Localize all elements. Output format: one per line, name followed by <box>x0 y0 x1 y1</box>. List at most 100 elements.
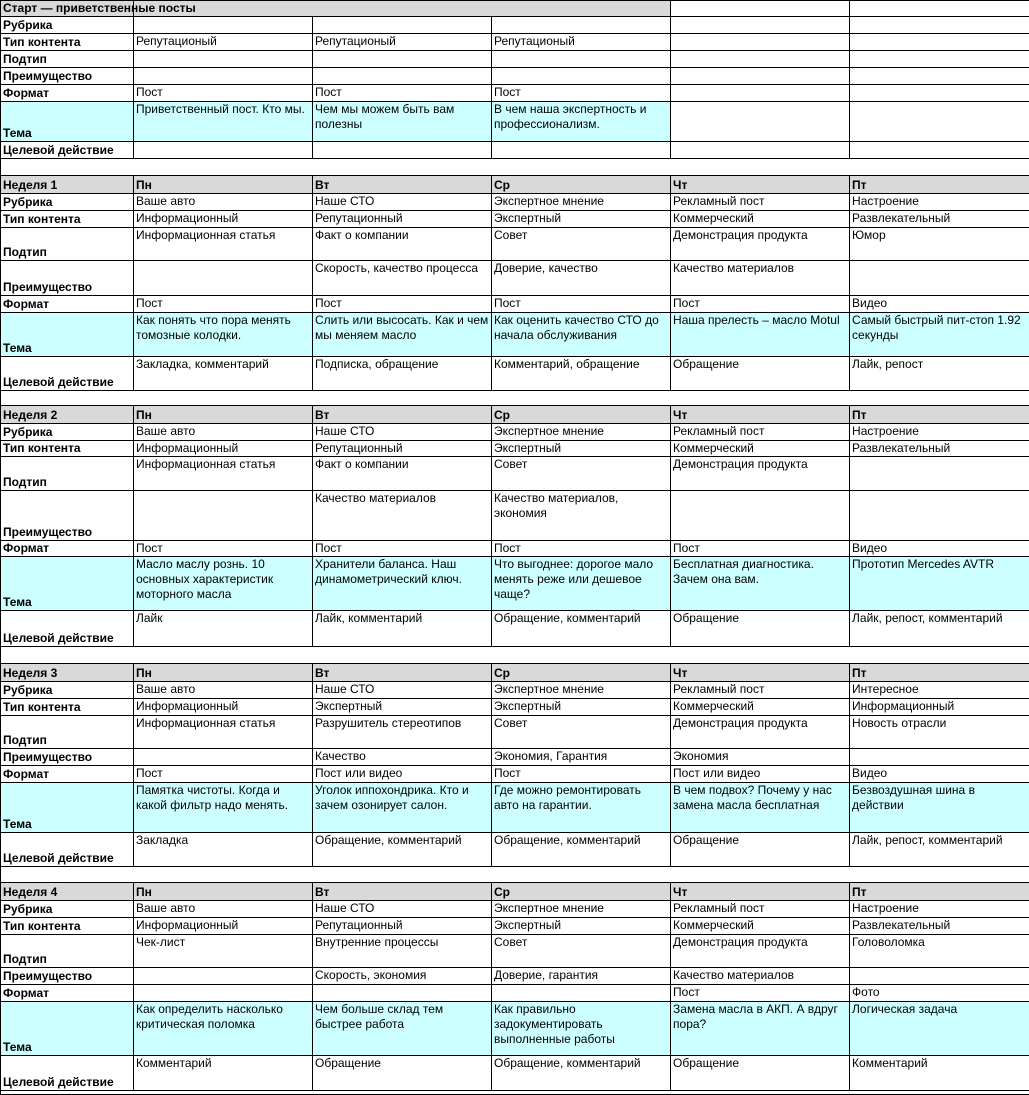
row-label[interactable]: Формат <box>1 766 134 783</box>
cell[interactable]: Репутационый <box>313 34 492 51</box>
empty-cell[interactable] <box>850 17 1029 34</box>
cell[interactable]: Экспертное мнение <box>492 901 671 918</box>
cell[interactable]: Обращение <box>313 1056 492 1091</box>
cell[interactable]: Масло маслу рознь. 10 основных характери… <box>134 557 313 611</box>
cell[interactable]: Качество <box>313 749 492 766</box>
row-label[interactable]: Тип контента <box>1 34 134 51</box>
cell[interactable]: Информационный <box>134 211 313 228</box>
spacer-cell[interactable] <box>671 647 850 664</box>
cell[interactable]: Пост <box>134 296 313 313</box>
cell[interactable]: Чем мы можем быть вам полезны <box>313 102 492 142</box>
row-label[interactable]: Тема <box>1 783 134 833</box>
cell[interactable]: Экономия <box>671 749 850 766</box>
cell[interactable]: Пост <box>671 985 850 1002</box>
cell[interactable]: Экспертный <box>492 441 671 457</box>
cell[interactable]: Пост <box>313 296 492 313</box>
day-header[interactable]: Пт <box>850 406 1029 424</box>
spacer-cell[interactable] <box>850 391 1029 406</box>
empty-cell[interactable] <box>850 85 1029 102</box>
section-title[interactable]: Неделя 2 <box>1 406 134 424</box>
spacer-cell[interactable] <box>1 647 134 664</box>
cell[interactable]: Настроение <box>850 901 1029 918</box>
cell[interactable]: Наше СТО <box>313 901 492 918</box>
row-label[interactable]: Целевой действие <box>1 357 134 391</box>
row-label[interactable]: Преимущество <box>1 749 134 766</box>
empty-cell[interactable] <box>850 142 1029 159</box>
cell[interactable]: Бесплатная диагностика. Зачем она вам. <box>671 557 850 611</box>
cell[interactable] <box>134 491 313 541</box>
spacer-cell[interactable] <box>492 867 671 883</box>
cell[interactable]: Обращение <box>671 357 850 391</box>
spacer-cell[interactable] <box>850 867 1029 883</box>
cell[interactable]: Совет <box>492 935 671 968</box>
empty-cell[interactable] <box>671 34 850 51</box>
cell[interactable]: В чем наша экспертность и профессионализ… <box>492 102 671 142</box>
cell[interactable]: Коммерческий <box>671 918 850 935</box>
cell[interactable]: Информационная статья <box>134 228 313 261</box>
cell[interactable]: Пост <box>134 541 313 557</box>
spacer-cell[interactable] <box>134 867 313 883</box>
cell[interactable]: Прототип Mercedes AVTR <box>850 557 1029 611</box>
cell[interactable]: Пост <box>492 296 671 313</box>
cell[interactable]: Пост <box>313 85 492 102</box>
cell[interactable]: Пост <box>134 85 313 102</box>
empty-cell[interactable] <box>671 1 850 17</box>
row-label[interactable]: Тип контента <box>1 918 134 935</box>
cell[interactable]: Пост <box>671 541 850 557</box>
cell[interactable] <box>134 985 313 1002</box>
row-label[interactable]: Рубрика <box>1 901 134 918</box>
cell[interactable]: В чем подвох? Почему у нас замена масла … <box>671 783 850 833</box>
cell[interactable] <box>313 142 492 159</box>
row-label[interactable]: Преимущество <box>1 491 134 541</box>
cell[interactable]: Лайк, репост <box>850 357 1029 391</box>
row-label[interactable]: Преимущество <box>1 261 134 296</box>
cell[interactable]: Обращение <box>671 611 850 647</box>
cell[interactable]: Слить или высосать. Как и чем мы меняем … <box>313 313 492 357</box>
spacer-cell[interactable] <box>671 159 850 176</box>
row-label[interactable]: Преимущество <box>1 968 134 985</box>
spacer-cell[interactable] <box>313 867 492 883</box>
empty-cell[interactable] <box>850 68 1029 85</box>
cell[interactable]: Наше СТО <box>313 424 492 441</box>
cell[interactable]: Памятка чистоты. Когда и какой фильтр на… <box>134 783 313 833</box>
cell[interactable] <box>492 51 671 68</box>
spacer-cell[interactable] <box>134 391 313 406</box>
cell[interactable]: Настроение <box>850 194 1029 211</box>
cell[interactable]: Скорость, экономия <box>313 968 492 985</box>
cell[interactable] <box>134 968 313 985</box>
cell[interactable]: Совет <box>492 716 671 749</box>
row-label[interactable]: Рубрика <box>1 17 134 34</box>
spacer-cell[interactable] <box>492 159 671 176</box>
day-header[interactable]: Ср <box>492 664 671 682</box>
spacer-cell[interactable] <box>671 391 850 406</box>
cell[interactable] <box>134 51 313 68</box>
cell[interactable] <box>850 749 1029 766</box>
cell[interactable]: Чем больше склад тем быстрее работа <box>313 1002 492 1056</box>
section-title[interactable]: Неделя 1 <box>1 176 134 194</box>
day-header[interactable]: Чт <box>671 176 850 194</box>
cell[interactable]: Видео <box>850 296 1029 313</box>
empty-cell[interactable] <box>850 1 1029 17</box>
empty-cell[interactable] <box>850 51 1029 68</box>
row-label[interactable]: Целевой действие <box>1 142 134 159</box>
cell[interactable]: Экспертное мнение <box>492 682 671 699</box>
cell[interactable]: Приветственный пост. Кто мы. <box>134 102 313 142</box>
cell[interactable]: Видео <box>850 541 1029 557</box>
cell[interactable]: Самый быстрый пит-стоп 1.92 секунды <box>850 313 1029 357</box>
row-label[interactable]: Формат <box>1 541 134 557</box>
row-label[interactable]: Целевой действие <box>1 611 134 647</box>
row-label[interactable]: Подтип <box>1 457 134 491</box>
cell[interactable]: Репутационный <box>313 211 492 228</box>
cell[interactable]: Лайк, репост, комментарий <box>850 833 1029 867</box>
cell[interactable]: Развлекательный <box>850 211 1029 228</box>
cell[interactable]: Информационный <box>134 441 313 457</box>
spacer-cell[interactable] <box>1 391 134 406</box>
cell[interactable]: Комментарий, обращение <box>492 357 671 391</box>
cell[interactable]: Закладка <box>134 833 313 867</box>
cell[interactable]: Пост <box>492 541 671 557</box>
row-label[interactable]: Подтип <box>1 935 134 968</box>
row-label[interactable]: Тип контента <box>1 441 134 457</box>
cell[interactable]: Репутационный <box>313 918 492 935</box>
cell[interactable]: Демонстрация продукта <box>671 716 850 749</box>
cell[interactable]: Коммерческий <box>671 211 850 228</box>
